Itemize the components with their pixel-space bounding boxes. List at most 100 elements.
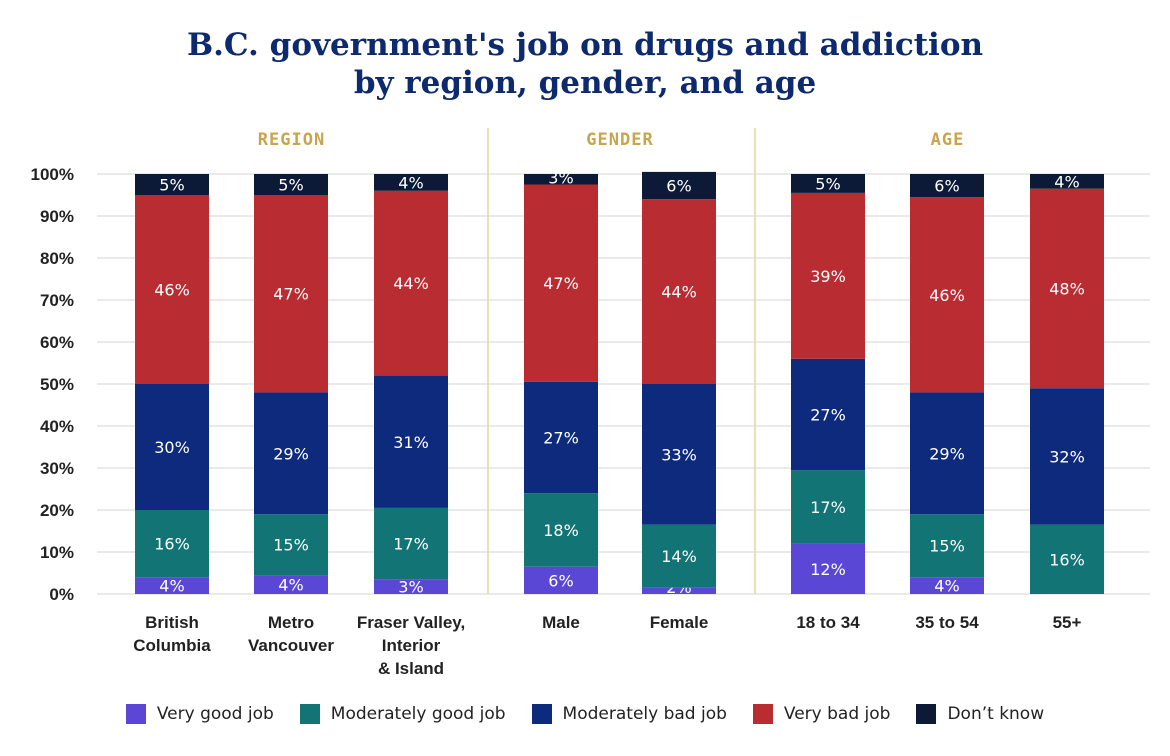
bar-segment [791,470,865,544]
bar-segment [524,381,598,494]
data-label: 3% [548,169,573,188]
chart-legend: Very good job Moderately good job Moderate… [0,704,1170,724]
y-tick-label: 70% [40,291,74,310]
bar-segment [524,493,598,567]
bar-segment [1030,388,1104,525]
x-tick-label: 18 to 34 [796,613,860,632]
data-label: 29% [273,444,309,463]
data-label: 33% [661,445,697,464]
bar-segment [374,375,448,508]
chart-title: B.C. government's job on drugs and addic… [0,26,1170,102]
data-label: 5% [278,176,303,195]
data-label: 6% [666,177,691,196]
bar-segment [791,358,865,471]
data-label: 17% [393,535,429,554]
data-label: 17% [810,498,846,517]
bar-segment [910,392,984,515]
x-tick-label: Interior [382,636,441,655]
bar-segment [524,184,598,382]
y-tick-label: 50% [40,375,74,394]
data-label: 46% [929,286,965,305]
data-label: 44% [661,283,697,302]
bar-segment [524,566,598,594]
bar-segment [135,510,209,578]
bar-segment [254,575,328,594]
bar-segment [791,174,865,193]
data-label: 4% [398,173,423,192]
data-label: 32% [1049,447,1085,466]
x-tick-label: Columbia [133,636,211,655]
data-label: 18% [543,521,579,540]
data-label: 27% [543,429,579,448]
data-label: 39% [810,267,846,286]
bar-segment [135,174,209,195]
bar-segment [642,587,716,594]
data-label: 30% [154,438,190,457]
x-tick-label: Vancouver [248,636,334,655]
y-tick-label: 20% [40,501,74,520]
bar-segment [135,195,209,384]
stacked-bar-chart: 0% 10% 20% 30% 40% 50% 60% 70% 80% 90% 100% REGION G… [31,128,1150,678]
y-tick-label: 100% [31,165,74,184]
data-label: 15% [929,537,965,556]
x-tick-label: & Island [378,659,444,678]
data-label: 3% [398,578,423,597]
legend-swatch [299,704,320,724]
y-tick-label: 0% [49,585,74,604]
chart-title-line-2: by region, gender, and age [353,65,817,101]
data-label: 29% [929,444,965,463]
bar-segment [135,384,209,510]
bar-segment [1030,174,1104,189]
bar-segment [254,392,328,515]
legend-item: Very good job [125,704,274,724]
x-tick-label: Male [542,613,580,632]
data-label: 48% [1049,279,1085,298]
data-label: 47% [543,274,579,293]
data-label: 4% [934,577,959,596]
bar-segment [642,171,716,200]
bar-segment [1030,524,1104,594]
x-tick-label: British [145,613,199,632]
group-label: GENDER [586,130,653,150]
bar-segment [374,190,448,376]
legend-item: Moderately bad job [531,704,727,724]
bar-segment [642,524,716,588]
bar-segment [254,195,328,393]
bar-segment [910,577,984,594]
data-label: 31% [393,433,429,452]
legend-item: Moderately good job [299,704,506,724]
x-tick-label: Female [650,613,709,632]
legend-swatch [531,704,552,724]
legend-item: Very bad job [752,704,890,724]
x-tick-label: 55+ [1053,613,1082,632]
x-tick-label: Metro [268,613,314,632]
data-label: 4% [159,577,184,596]
y-tick-label: 80% [40,249,74,268]
chart-title-line-1: B.C. government's job on drugs and addic… [186,27,984,63]
data-label: 16% [1049,550,1085,569]
bar-segment [254,514,328,576]
legend-label: Don’t know [947,704,1045,724]
y-tick-label: 90% [40,207,74,226]
y-tick-label: 10% [40,543,74,562]
legend-swatch [916,704,937,724]
bar-segment [374,579,448,594]
bar-segment [910,514,984,578]
legend-item: Don’t know [916,704,1044,724]
data-label: 47% [273,285,309,304]
data-label: 16% [154,535,190,554]
group-label: AGE [931,130,965,150]
data-label: 27% [810,405,846,424]
bar-segment [642,384,716,525]
data-label: 5% [159,176,184,195]
bar-segment [910,197,984,393]
data-label: 4% [1054,172,1079,191]
data-label: 4% [278,576,303,595]
y-tick-label: 30% [40,459,74,478]
data-label: 5% [815,174,840,193]
legend-label: Moderately bad job [562,704,727,724]
x-tick-label: 35 to 54 [915,613,979,632]
bar-segment [135,577,209,594]
bar-segment [910,174,984,198]
y-tick-label: 60% [40,333,74,352]
